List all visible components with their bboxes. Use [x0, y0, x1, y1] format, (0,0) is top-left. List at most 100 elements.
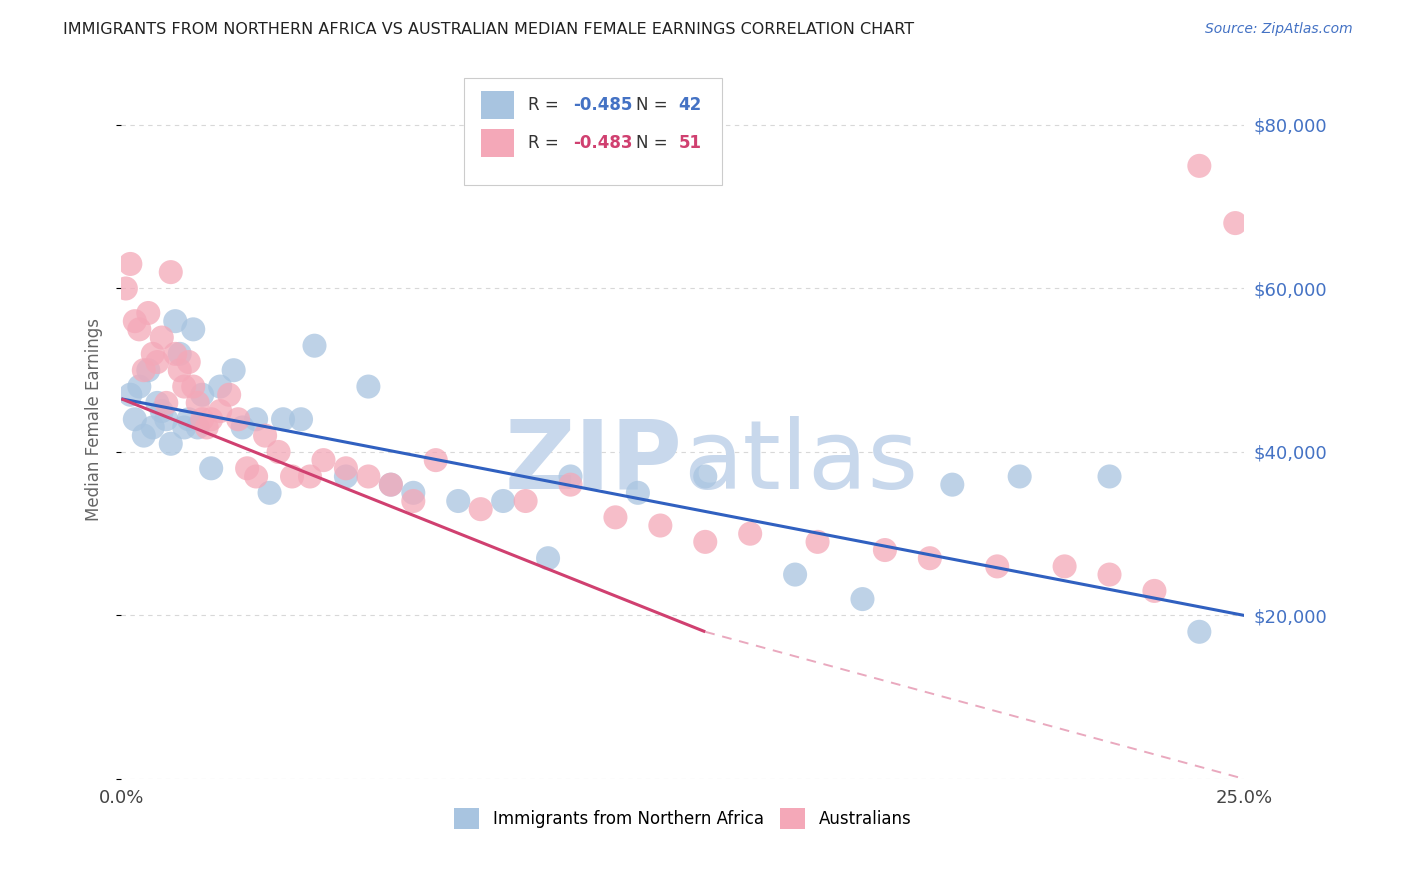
- Point: [187, 420, 209, 434]
- Point: [695, 534, 717, 549]
- Point: [1225, 216, 1247, 230]
- Point: [1053, 559, 1076, 574]
- Y-axis label: Median Female Earnings: Median Female Earnings: [86, 318, 103, 521]
- Point: [146, 396, 169, 410]
- Point: [851, 592, 873, 607]
- Point: [150, 404, 173, 418]
- Point: [181, 322, 204, 336]
- Point: [740, 526, 762, 541]
- Point: [218, 388, 240, 402]
- Point: [181, 379, 204, 393]
- Point: [124, 412, 146, 426]
- Point: [173, 379, 195, 393]
- Point: [115, 281, 138, 295]
- Text: N =: N =: [636, 96, 672, 114]
- Point: [159, 265, 181, 279]
- Text: Source: ZipAtlas.com: Source: ZipAtlas.com: [1205, 22, 1353, 37]
- Point: [447, 494, 470, 508]
- Point: [155, 412, 177, 426]
- Point: [259, 485, 281, 500]
- Point: [142, 420, 165, 434]
- Point: [245, 412, 267, 426]
- Legend: Immigrants from Northern Africa, Australians: Immigrants from Northern Africa, Austral…: [447, 802, 918, 835]
- Text: R =: R =: [527, 96, 564, 114]
- Point: [312, 453, 335, 467]
- Point: [128, 322, 150, 336]
- Text: IMMIGRANTS FROM NORTHERN AFRICA VS AUSTRALIAN MEDIAN FEMALE EARNINGS CORRELATION: IMMIGRANTS FROM NORTHERN AFRICA VS AUSTR…: [63, 22, 914, 37]
- Text: R =: R =: [527, 134, 564, 152]
- Point: [132, 428, 155, 442]
- Point: [492, 494, 515, 508]
- Text: -0.485: -0.485: [572, 96, 633, 114]
- Point: [560, 469, 582, 483]
- Point: [1143, 583, 1166, 598]
- Point: [200, 461, 222, 475]
- Point: [191, 388, 214, 402]
- Point: [120, 257, 142, 271]
- Point: [209, 379, 232, 393]
- Point: [191, 412, 214, 426]
- Point: [695, 469, 717, 483]
- Point: [470, 502, 492, 516]
- Point: [304, 339, 326, 353]
- Point: [537, 551, 560, 566]
- Point: [173, 420, 195, 434]
- Point: [120, 388, 142, 402]
- Point: [254, 428, 277, 442]
- Point: [222, 363, 245, 377]
- Point: [177, 412, 200, 426]
- Text: -0.483: -0.483: [572, 134, 633, 152]
- Point: [650, 518, 672, 533]
- Point: [1098, 469, 1121, 483]
- Point: [150, 330, 173, 344]
- Point: [236, 461, 259, 475]
- Point: [136, 363, 159, 377]
- Point: [402, 485, 425, 500]
- Point: [380, 477, 402, 491]
- Point: [402, 494, 425, 508]
- Point: [560, 477, 582, 491]
- Point: [785, 567, 807, 582]
- Bar: [481, 91, 515, 119]
- Point: [132, 363, 155, 377]
- Point: [425, 453, 447, 467]
- Point: [187, 396, 209, 410]
- Point: [290, 412, 312, 426]
- Point: [605, 510, 627, 524]
- Point: [165, 347, 187, 361]
- FancyBboxPatch shape: [464, 78, 723, 186]
- Point: [1098, 567, 1121, 582]
- Point: [124, 314, 146, 328]
- Point: [298, 469, 321, 483]
- Point: [245, 469, 267, 483]
- Point: [169, 363, 191, 377]
- Bar: [481, 129, 515, 157]
- Point: [873, 543, 896, 558]
- Point: [142, 347, 165, 361]
- Point: [232, 420, 254, 434]
- Point: [1188, 624, 1211, 639]
- Point: [195, 420, 218, 434]
- Point: [281, 469, 304, 483]
- Point: [169, 347, 191, 361]
- Point: [627, 485, 650, 500]
- Point: [200, 412, 222, 426]
- Text: 42: 42: [678, 96, 702, 114]
- Point: [226, 412, 249, 426]
- Point: [806, 534, 828, 549]
- Point: [128, 379, 150, 393]
- Point: [146, 355, 169, 369]
- Text: ZIP: ZIP: [505, 416, 683, 509]
- Point: [165, 314, 187, 328]
- Point: [941, 477, 963, 491]
- Point: [515, 494, 537, 508]
- Point: [335, 461, 357, 475]
- Point: [1008, 469, 1031, 483]
- Point: [271, 412, 294, 426]
- Point: [159, 437, 181, 451]
- Text: N =: N =: [636, 134, 672, 152]
- Point: [380, 477, 402, 491]
- Point: [1188, 159, 1211, 173]
- Text: atlas: atlas: [683, 416, 918, 509]
- Point: [357, 469, 380, 483]
